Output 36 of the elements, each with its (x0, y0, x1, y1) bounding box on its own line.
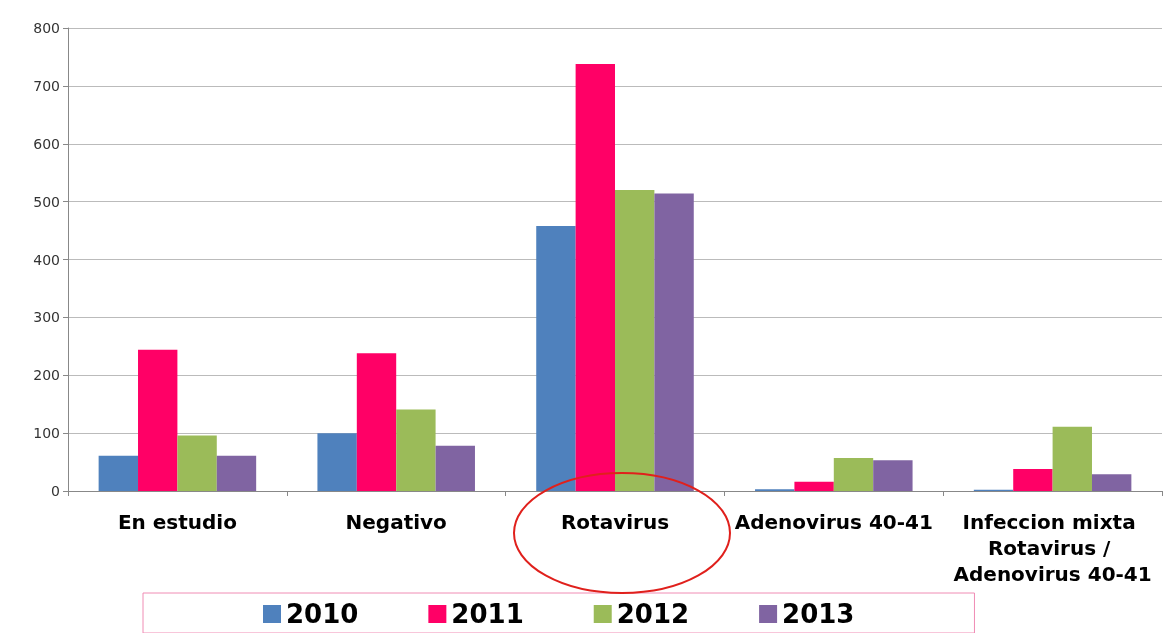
bar (536, 225, 576, 491)
x-tick-label: Infeccion mixta Rotavirus / Adenovirus 40-41 (953, 510, 1152, 586)
bar (1091, 474, 1132, 491)
legend-label: 2012 (616, 599, 690, 629)
y-tick-label: 200 (33, 367, 60, 384)
x-tick-label: En estudio (117, 510, 237, 534)
y-tick-label: 300 (33, 309, 60, 326)
x-tick-label: Adenovirus 40-41 (734, 510, 933, 534)
y-tick-label: 800 (33, 20, 60, 36)
x-tick-label: Negativo (345, 510, 447, 534)
bar (98, 455, 139, 491)
x-tick-label: Rotavirus (560, 510, 670, 534)
bar (177, 435, 217, 491)
legend-label: 2010 (286, 599, 359, 629)
y-tick-label: 100 (33, 425, 60, 442)
bar (396, 409, 436, 491)
legend-label: 2011 (451, 599, 524, 629)
bar (1013, 469, 1053, 491)
y-tick-label: 0 (51, 483, 60, 499)
legend-label: 2013 (782, 599, 855, 629)
y-tick-label: 700 (33, 77, 60, 94)
bar (435, 445, 475, 491)
bar (317, 433, 357, 491)
bar (356, 353, 397, 491)
bar (873, 460, 913, 491)
y-tick-label: 500 (33, 193, 60, 210)
bar (216, 455, 257, 491)
bar (615, 190, 655, 491)
y-tick-label: 400 (33, 251, 60, 268)
y-tick-label: 600 (33, 135, 60, 152)
bar (1052, 426, 1092, 491)
bar (654, 193, 694, 491)
bar (794, 481, 834, 491)
bar (833, 458, 874, 491)
bar (138, 349, 178, 491)
bar (575, 63, 615, 491)
